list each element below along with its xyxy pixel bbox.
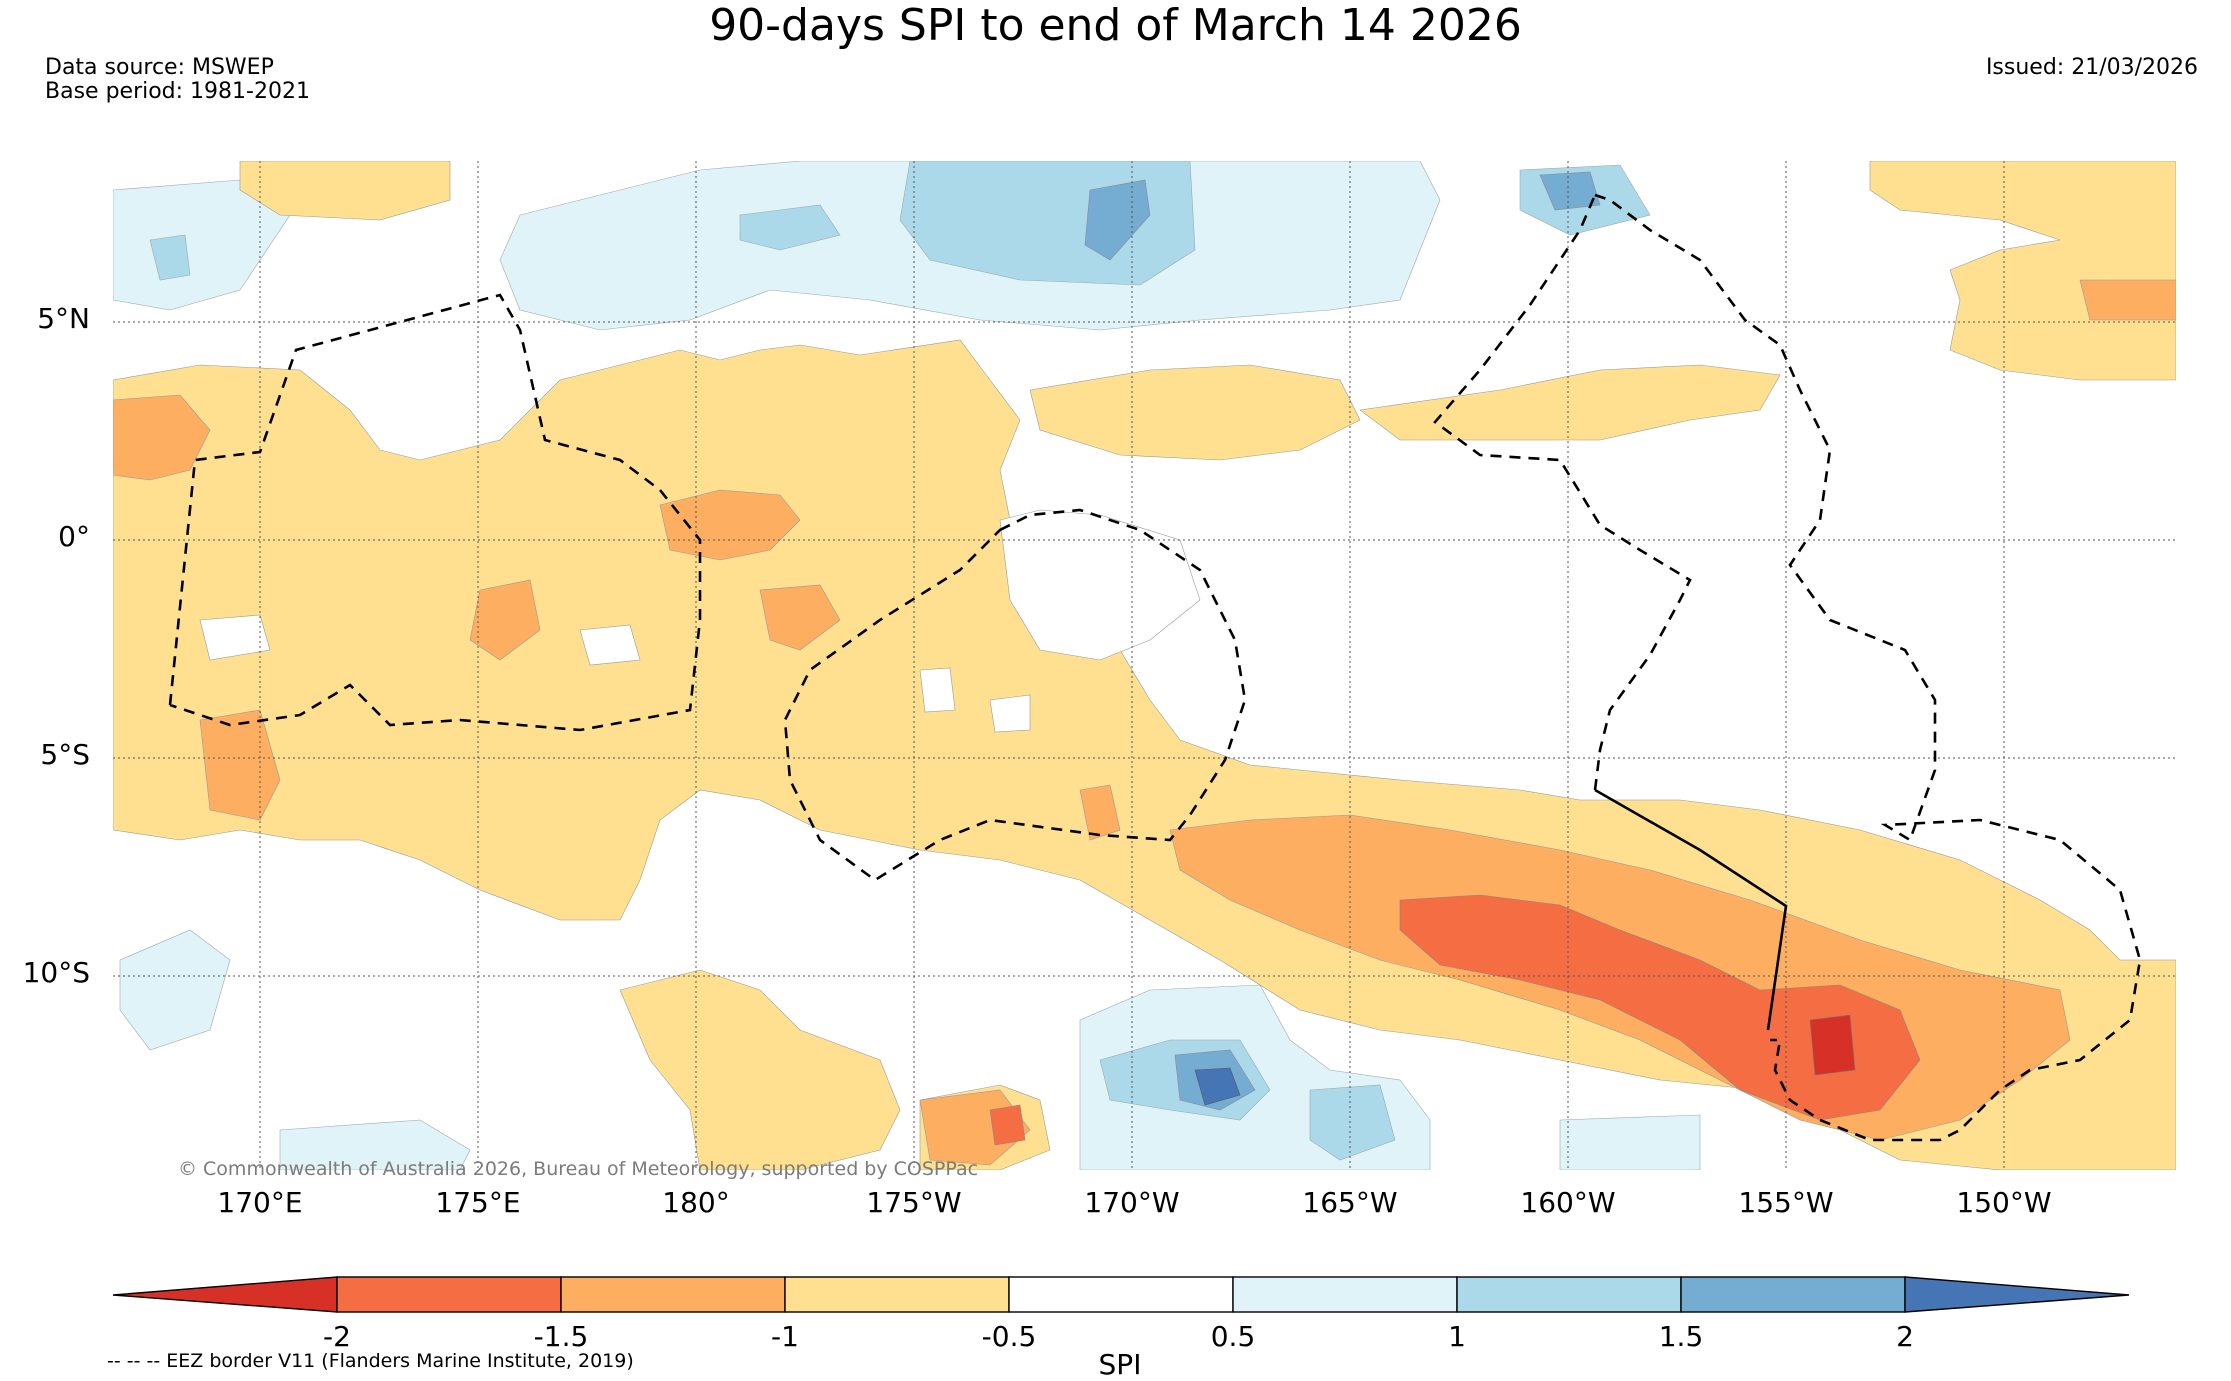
very-dry-region [989,1104,1026,1146]
colorbar-tick-label: 0.5 [1210,1320,1256,1353]
lat-label: 10°S [22,956,90,989]
lon-label: 160°W [1520,1186,1616,1219]
lat-label: 0° [58,520,90,553]
wet-region-south [1309,1084,1396,1161]
lat-label: 5°N [37,302,90,335]
wet-region-north [739,204,841,251]
lon-label: 170°E [217,1186,303,1219]
dry-region-south [619,969,901,1170]
wet-region-south [1559,1114,1701,1170]
eez-solid-border [1594,788,1788,1031]
spi-contour-field [113,161,2176,1170]
very-dry-region [1399,894,1921,1121]
colorbar-segment [1232,1276,1458,1313]
moderate-dry-region [659,489,801,561]
wet-region-north [1539,171,1601,211]
colorbar-tick-label: 1.5 [1658,1320,1704,1353]
moderate-dry-region [113,394,211,481]
lon-label: 170°W [1084,1186,1180,1219]
wet-region-south [1194,1067,1241,1106]
extreme-dry-region [1809,1014,1856,1076]
wet-region-north [149,234,191,281]
lon-label: 175°E [435,1186,521,1219]
colorbar-tick-label: -1 [771,1320,799,1353]
copyright-notice: © Commonwealth of Australia 2026, Bureau… [178,1158,979,1180]
data-source-text: Data source: MSWEP [45,55,274,80]
wet-region-south [279,1119,471,1170]
colorbar-tick-label: 1 [1448,1320,1466,1353]
issued-date-text: Issued: 21/03/2026 [1985,55,2198,80]
lon-label: 175°W [866,1186,962,1219]
colorbar-tick-label: 2 [1896,1320,1914,1353]
colorbar-segment [784,1276,1010,1313]
moderate-dry-region [469,579,541,661]
colorbar-tick-label: -2 [323,1320,351,1353]
dry-region-north [1029,364,1361,461]
colorbar-segment [560,1276,786,1313]
colorbar-tick-label: -1.5 [533,1320,589,1353]
moderate-dry-region [1079,784,1121,841]
moderate-dry-region [759,584,841,651]
lon-label: 180° [662,1186,730,1219]
map-title: 90-days SPI to end of March 14 2026 [709,0,1522,51]
dry-region-northwest [239,161,451,221]
dry-region-north [1359,364,1781,441]
base-period-text: Base period: 1981-2021 [45,79,310,104]
wet-region-north [1084,179,1151,261]
wet-region-south [119,929,231,1051]
colorbar-segment [1904,1276,2130,1313]
lon-label: 155°W [1738,1186,1834,1219]
colorbar-tick-label: -0.5 [981,1320,1037,1353]
colorbar-title: SPI [1098,1348,1142,1381]
colorbar-segment [1456,1276,1682,1313]
colorbar-segment [112,1276,338,1313]
colorbar-segment [1680,1276,1906,1313]
spi-colorbar [112,1276,2130,1313]
colorbar-segment [336,1276,562,1313]
dry-region-northeast [1869,161,2176,381]
colorbar-segment [1008,1276,1234,1313]
eez-borders [168,193,2142,1142]
lon-label: 150°W [1956,1186,2052,1219]
lon-label: 165°W [1302,1186,1398,1219]
moderate-dry-region [2079,279,2176,321]
lat-label: 5°S [40,738,90,771]
graticule [113,161,2176,1170]
eez-legend-note: -- -- -- EEZ border V11 (Flanders Marine… [107,1350,634,1372]
